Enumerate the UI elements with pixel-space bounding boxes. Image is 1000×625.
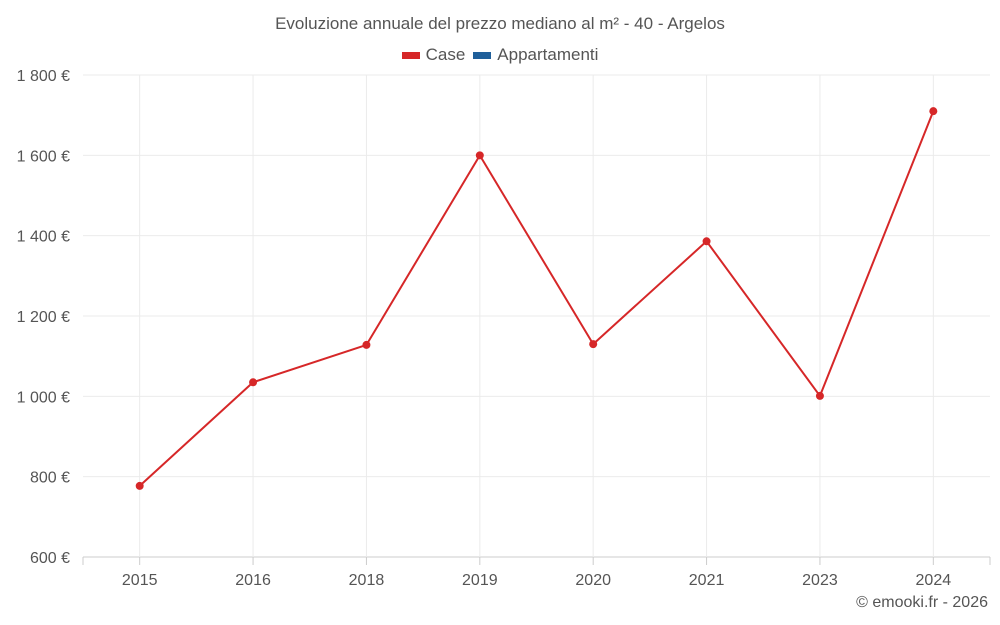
x-tick-label: 2024 (916, 572, 952, 589)
legend-swatch-case (401, 51, 420, 59)
legend-label-appartamenti: Appartamenti (497, 45, 599, 64)
data-point (815, 391, 824, 400)
legend-label-case: Case (425, 45, 466, 64)
x-tick-label: 2020 (575, 572, 611, 589)
x-tick-label: 2018 (349, 572, 385, 589)
legend-swatch-appartamenti (473, 51, 492, 59)
y-tick-label: 1 000 € (17, 389, 70, 406)
x-tick-label: 2015 (122, 572, 158, 589)
credit-text: © emooki.fr - 2026 (856, 594, 988, 611)
data-point (929, 107, 938, 116)
legend-item-appartamenti[interactable]: Appartamenti (473, 45, 598, 65)
data-point (589, 340, 598, 349)
data-point (702, 237, 711, 246)
data-point (475, 151, 484, 160)
y-tick-label: 600 € (30, 550, 70, 567)
y-tick-label: 1 800 € (17, 68, 70, 85)
data-point (362, 340, 371, 349)
data-point (135, 481, 144, 490)
y-tick-label: 1 400 € (17, 229, 70, 246)
y-tick-label: 1 600 € (17, 148, 70, 165)
series-line-case (139, 110, 935, 487)
chart-title: Evoluzione annuale del prezzo mediano al… (275, 14, 725, 33)
legend: Case Appartamenti (0, 45, 1000, 65)
legend-item-case[interactable]: Case (401, 45, 466, 65)
y-tick-label: 1 200 € (17, 309, 70, 326)
y-tick-label: 800 € (30, 470, 70, 487)
x-tick-label: 2019 (462, 572, 498, 589)
x-tick-label: 2016 (235, 572, 271, 589)
data-point (249, 378, 258, 387)
x-tick-label: 2023 (802, 572, 838, 589)
x-tick-label: 2021 (689, 572, 725, 589)
